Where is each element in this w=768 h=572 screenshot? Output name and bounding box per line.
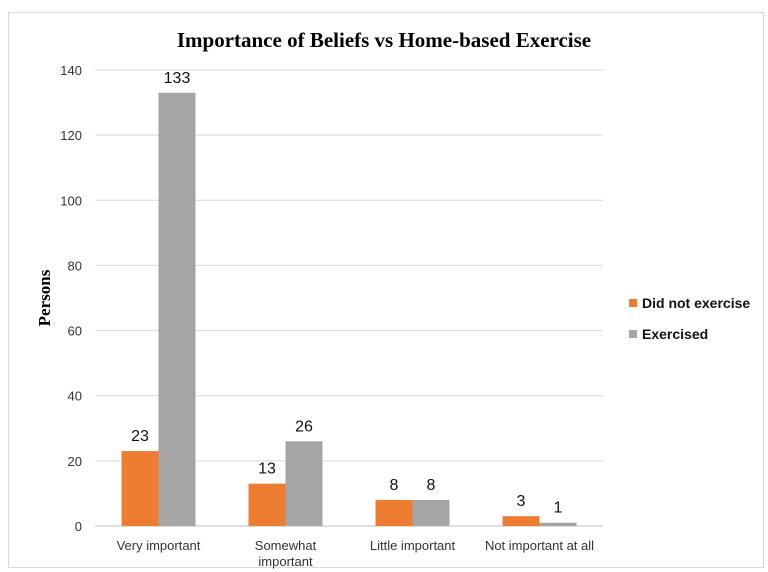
- bar: [502, 516, 540, 526]
- y-tick-label: 120: [60, 128, 82, 143]
- legend-label: Exercised: [642, 325, 709, 342]
- chart-title: Importance of Beliefs vs Home-based Exer…: [176, 28, 592, 52]
- y-tick-label: 40: [68, 389, 82, 404]
- bar: [121, 451, 159, 526]
- y-tick-label: 20: [68, 454, 82, 469]
- bar: [248, 483, 286, 526]
- y-tick-label: 80: [68, 258, 82, 273]
- y-tick-label: 0: [75, 519, 82, 534]
- data-label: 13: [258, 461, 276, 478]
- x-category-label: Somewhat: [255, 538, 317, 553]
- x-category-label: Little important: [370, 538, 456, 553]
- y-tick-label: 140: [60, 63, 82, 78]
- data-label: 133: [164, 70, 191, 87]
- x-category-label: Very important: [117, 538, 201, 553]
- data-label: 26: [295, 418, 313, 435]
- bar: [412, 499, 450, 526]
- legend: Did not exercise Exercised: [629, 292, 750, 354]
- bar: [375, 499, 413, 526]
- bar: [285, 441, 323, 526]
- y-tick-label: 60: [68, 324, 82, 339]
- bar: [539, 522, 577, 526]
- legend-swatch: [629, 298, 637, 307]
- data-labels: 23 133 13 26 8 8 3 1: [131, 70, 562, 517]
- y-tick-label: 100: [60, 193, 82, 208]
- data-label: 8: [390, 477, 399, 494]
- x-category-label: Not important at all: [485, 538, 594, 553]
- data-label: 1: [554, 500, 563, 517]
- legend-swatch: [629, 329, 637, 338]
- bars: [121, 92, 577, 527]
- chart-frame: [8, 12, 764, 568]
- data-label: 8: [427, 477, 436, 494]
- x-category-label: important: [258, 554, 313, 569]
- bar: [158, 92, 196, 527]
- legend-item-did-not-exercise: Did not exercise: [629, 292, 750, 313]
- y-axis-label: Persons: [35, 269, 54, 326]
- y-tick-labels: 0 20 40 60 80 100 120 140: [60, 63, 82, 534]
- legend-item-exercised: Exercised: [629, 323, 750, 344]
- data-label: 23: [131, 428, 149, 445]
- legend-label: Did not exercise: [642, 294, 751, 311]
- data-label: 3: [517, 493, 526, 510]
